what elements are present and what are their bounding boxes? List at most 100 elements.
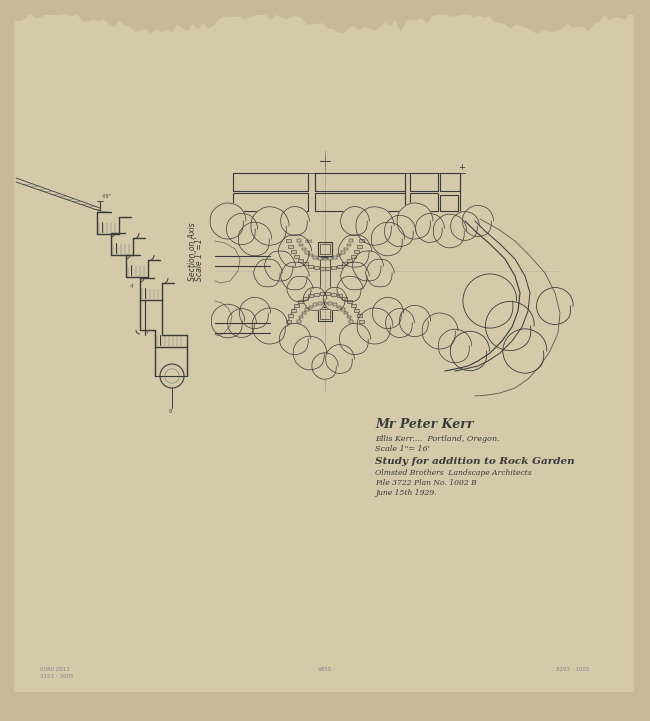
Bar xyxy=(326,267,330,270)
Bar xyxy=(351,255,356,257)
Bar xyxy=(358,314,362,317)
Polygon shape xyxy=(239,297,270,329)
Bar xyxy=(332,267,336,270)
Bar xyxy=(342,297,347,300)
Polygon shape xyxy=(357,308,393,344)
Polygon shape xyxy=(434,214,467,248)
Bar xyxy=(359,319,364,323)
Bar xyxy=(347,259,352,262)
Bar xyxy=(296,239,301,242)
Bar xyxy=(440,173,460,191)
Bar xyxy=(323,258,327,260)
Bar xyxy=(302,248,306,250)
Bar xyxy=(323,302,327,304)
Bar xyxy=(291,250,296,253)
Polygon shape xyxy=(338,235,372,267)
Text: 4': 4' xyxy=(145,330,150,335)
Text: File 3722 Plan No. 1002 B: File 3722 Plan No. 1002 B xyxy=(375,479,476,487)
Bar xyxy=(320,267,324,270)
Bar xyxy=(351,304,356,307)
Polygon shape xyxy=(341,207,369,236)
Bar xyxy=(305,251,309,254)
Bar xyxy=(294,255,299,257)
Polygon shape xyxy=(251,207,289,245)
Bar xyxy=(314,267,318,270)
Bar xyxy=(440,195,458,211)
Bar xyxy=(354,309,359,312)
Bar xyxy=(328,257,332,260)
Text: 8: 8 xyxy=(168,409,172,414)
Polygon shape xyxy=(341,262,369,290)
Bar xyxy=(308,265,313,267)
Polygon shape xyxy=(211,304,244,338)
Bar xyxy=(302,311,306,314)
Bar xyxy=(318,307,332,321)
Polygon shape xyxy=(293,336,327,370)
Polygon shape xyxy=(287,276,313,301)
Bar xyxy=(326,291,330,295)
Bar xyxy=(320,309,330,319)
Polygon shape xyxy=(281,262,309,290)
Bar xyxy=(313,304,317,306)
Polygon shape xyxy=(438,329,472,363)
Bar xyxy=(337,265,342,267)
Bar xyxy=(347,244,351,246)
Bar xyxy=(318,242,332,256)
Polygon shape xyxy=(371,222,405,256)
Text: Olmsted Brothers  Landscape Architects: Olmsted Brothers Landscape Architects xyxy=(375,469,532,477)
Text: Section on Axis: Section on Axis xyxy=(188,222,197,281)
Bar xyxy=(288,314,292,317)
Bar xyxy=(314,293,318,296)
Bar xyxy=(318,257,322,260)
Polygon shape xyxy=(385,216,415,247)
Polygon shape xyxy=(385,309,414,337)
Bar xyxy=(291,309,296,312)
Bar xyxy=(349,320,354,322)
Text: 3293 - 1005: 3293 - 1005 xyxy=(556,667,590,672)
Polygon shape xyxy=(254,259,282,287)
Text: Ellis Kerr....  Portland, Oregon.: Ellis Kerr.... Portland, Oregon. xyxy=(375,435,500,443)
Bar xyxy=(410,193,438,211)
Polygon shape xyxy=(210,203,246,239)
Text: Study for addition to Rock Garden: Study for addition to Rock Garden xyxy=(375,457,575,466)
Bar xyxy=(303,262,308,265)
Bar xyxy=(337,254,341,257)
Bar xyxy=(286,239,291,242)
Polygon shape xyxy=(226,213,257,244)
Polygon shape xyxy=(312,353,338,379)
Polygon shape xyxy=(503,329,547,373)
Text: 0080 2011: 0080 2011 xyxy=(40,667,70,672)
Bar xyxy=(296,320,301,322)
Bar xyxy=(341,251,345,254)
Polygon shape xyxy=(400,306,430,337)
Text: +: + xyxy=(458,164,465,172)
Bar xyxy=(305,309,309,311)
Polygon shape xyxy=(303,288,327,311)
Polygon shape xyxy=(326,345,354,373)
Polygon shape xyxy=(337,276,363,301)
Bar xyxy=(333,304,337,306)
Bar xyxy=(341,309,345,311)
Bar xyxy=(298,259,303,262)
Bar xyxy=(233,193,308,211)
Bar xyxy=(342,262,347,265)
Bar xyxy=(315,173,405,191)
Bar xyxy=(299,244,303,246)
Bar xyxy=(337,306,341,308)
Bar xyxy=(308,294,313,297)
Polygon shape xyxy=(486,301,534,350)
Polygon shape xyxy=(416,213,445,242)
Bar xyxy=(347,300,352,304)
Bar xyxy=(320,244,330,254)
Text: Scale 1"= 16': Scale 1"= 16' xyxy=(375,445,430,453)
Bar xyxy=(309,254,313,257)
Polygon shape xyxy=(352,251,383,281)
Text: Mr Peter Kerr: Mr Peter Kerr xyxy=(375,418,473,431)
Polygon shape xyxy=(239,222,272,256)
Polygon shape xyxy=(227,309,256,337)
Bar xyxy=(309,306,313,308)
Polygon shape xyxy=(422,313,458,349)
Polygon shape xyxy=(356,207,394,245)
Bar xyxy=(358,245,362,248)
Bar xyxy=(410,173,438,191)
